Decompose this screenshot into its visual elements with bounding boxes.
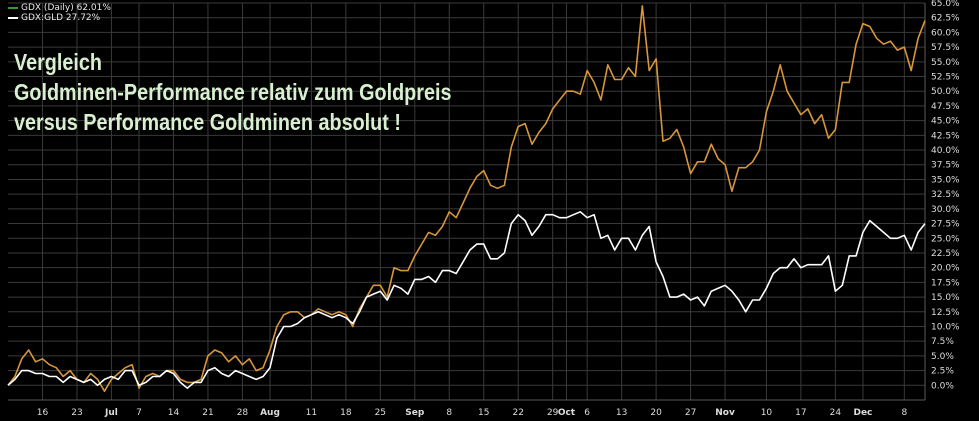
x-tick-label: 27 xyxy=(685,408,696,418)
y-tick-label: 12.5% xyxy=(931,308,960,318)
annotation-line-3: versus Performance Goldminen absolut ! xyxy=(14,109,401,135)
y-tick-label: 17.5% xyxy=(931,278,960,288)
y-tick-label: 22.5% xyxy=(931,249,960,259)
y-tick-label: 47.5% xyxy=(931,102,960,112)
legend-swatch-gdx xyxy=(8,7,18,9)
y-tick-label: 42.5% xyxy=(931,131,960,141)
x-tick-label: 8 xyxy=(446,408,452,418)
x-axis: 16 23 Jul 7 14 21 28 Aug 11 18 25 Sep 8 15 22 29 Oct 6 13 2… xyxy=(37,408,908,418)
y-tick-label: 2.5% xyxy=(931,367,954,377)
y-tick-label: 25.0% xyxy=(931,234,960,244)
x-tick-label: 22 xyxy=(512,408,523,418)
x-tick-label: 10 xyxy=(761,408,773,418)
y-tick-label: 40.0% xyxy=(931,146,960,156)
x-tick-label: Nov xyxy=(715,408,735,418)
y-tick-label: 5.0% xyxy=(931,352,954,362)
x-tick-label: 24 xyxy=(830,408,842,418)
y-tick-label: 57.5% xyxy=(931,43,960,53)
y-tick-label: 45.0% xyxy=(931,117,960,127)
y-tick-label: 62.5% xyxy=(931,14,960,24)
y-tick-label: 15.0% xyxy=(931,293,960,303)
x-tick-label: 29 xyxy=(547,408,559,418)
x-tick-label: 16 xyxy=(37,408,49,418)
y-tick-label: 0.0% xyxy=(931,381,954,391)
x-tick-label: 28 xyxy=(237,408,249,418)
x-tick-label: 11 xyxy=(306,408,317,418)
chart-series xyxy=(7,5,926,393)
x-tick-label: 15 xyxy=(478,408,489,418)
y-tick-label: 27.5% xyxy=(931,220,960,230)
x-tick-label: 8 xyxy=(901,408,907,418)
x-tick-label: 21 xyxy=(202,408,213,418)
x-tick-label: 23 xyxy=(71,408,82,418)
x-tick-label: Sep xyxy=(405,408,425,418)
legend-item-gdx: GDX (Daily) 62.01% xyxy=(8,3,111,13)
y-tick-label: 32.5% xyxy=(931,190,960,200)
x-tick-label: 13 xyxy=(616,408,627,418)
y-tick-label: 65.0% xyxy=(931,0,960,9)
x-tick-label: Jul xyxy=(104,408,118,418)
legend-item-gdx-gld: GDX:GLD 27.72% xyxy=(8,13,111,23)
annotation-line-1: Vergleich xyxy=(14,49,102,75)
chart-annotation: Vergleich Goldminen-Performance relativ … xyxy=(14,47,451,137)
y-tick-label: 50.0% xyxy=(931,87,960,97)
x-tick-label: Dec xyxy=(853,408,872,418)
y-tick-label: 30.0% xyxy=(931,205,960,215)
annotation-line-2: Goldminen-Performance relativ zum Goldpr… xyxy=(14,79,452,105)
x-tick-label: 18 xyxy=(340,408,352,418)
x-tick-label: Aug xyxy=(260,408,280,418)
legend-swatch-gdx-gld xyxy=(8,17,18,19)
y-tick-label: 55.0% xyxy=(931,58,960,68)
x-tick-label: 17 xyxy=(795,408,806,418)
x-tick-label: 25 xyxy=(375,408,386,418)
y-tick-label: 37.5% xyxy=(931,161,960,171)
y-tick-label: 20.0% xyxy=(931,264,960,274)
series-line-gdx-gld xyxy=(7,211,926,390)
y-tick-label: 35.0% xyxy=(931,175,960,185)
chart-legend: GDX (Daily) 62.01% GDX:GLD 27.72% xyxy=(8,3,111,23)
x-tick-label: 14 xyxy=(168,408,180,418)
legend-label-gdx-gld: GDX:GLD 27.72% xyxy=(21,13,101,23)
x-tick-label: 7 xyxy=(136,408,142,418)
y-tick-label: 7.5% xyxy=(931,337,954,347)
y-tick-label: 10.0% xyxy=(931,322,960,332)
y-tick-label: 60.0% xyxy=(931,28,960,38)
y-axis: 65.0% 62.5% 60.0% 57.5% 55.0% 52.5% 50.0% 47.5%… xyxy=(931,0,960,391)
y-tick-label: 52.5% xyxy=(931,73,960,83)
legend-label-gdx: GDX (Daily) 62.01% xyxy=(21,3,111,13)
x-tick-label: 20 xyxy=(650,408,662,418)
x-tick-label: Oct xyxy=(558,408,576,418)
x-tick-label: 6 xyxy=(584,408,590,418)
